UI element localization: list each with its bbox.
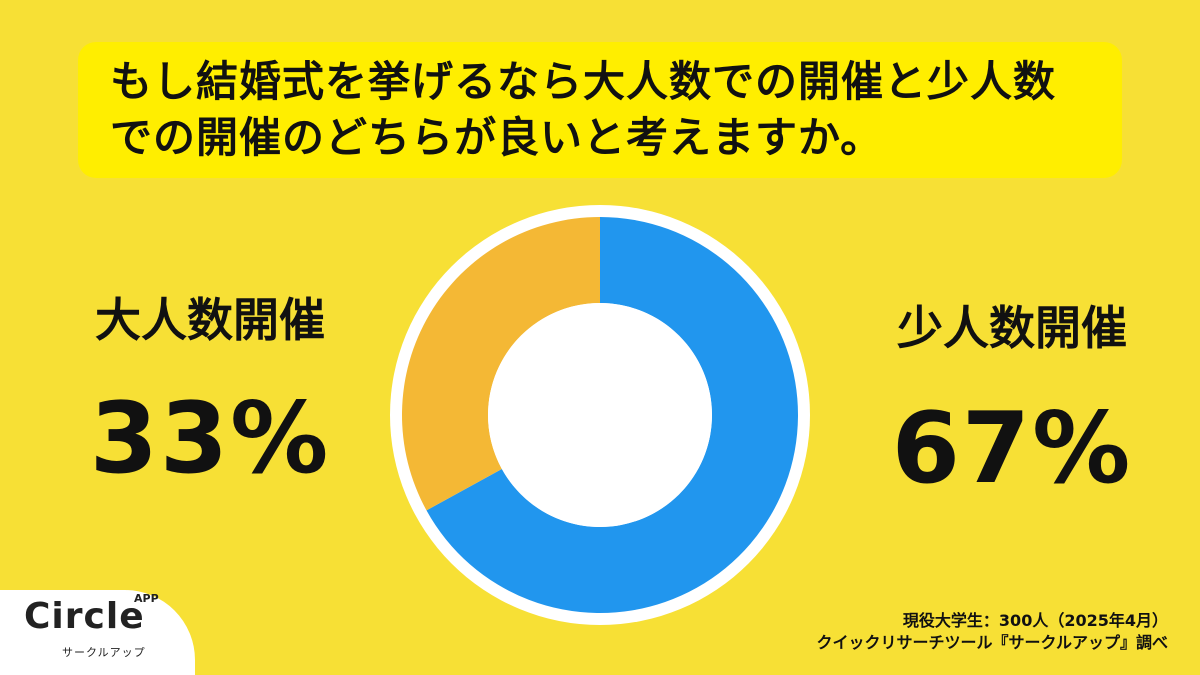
survey-note: 現役大学生：300人（2025年4月） クイックリサーチツール『サークルアップ』… — [816, 610, 1168, 654]
logo-superscript: APP — [134, 592, 159, 605]
label-large-group: 大人数開催 — [95, 293, 325, 347]
donut-slice-large-group — [401, 217, 600, 511]
donut-hole — [488, 303, 712, 527]
value-small-group: 67% — [891, 392, 1133, 506]
question-title: もし結婚式を挙げるなら大人数での開催と少人数での開催のどちらが良いと考えますか。 — [110, 57, 1057, 162]
survey-note-line2: クイックリサーチツール『サークルアップ』調べ — [816, 633, 1168, 652]
donut-chart — [390, 205, 810, 625]
logo-wordmark: Circle — [24, 596, 145, 637]
label-small-group: 少人数開催 — [897, 301, 1127, 355]
value-large-group: 33% — [89, 382, 331, 496]
question-title-box: もし結婚式を挙げるなら大人数での開催と少人数での開催のどちらが良いと考えますか。 — [78, 42, 1122, 178]
donut-slice-small-group — [426, 217, 798, 613]
circle-app-logo: Circle APP サークルアップ — [0, 590, 195, 675]
survey-note-line1: 現役大学生：300人（2025年4月） — [902, 611, 1168, 630]
logo-subtitle: サークルアップ — [62, 646, 146, 659]
